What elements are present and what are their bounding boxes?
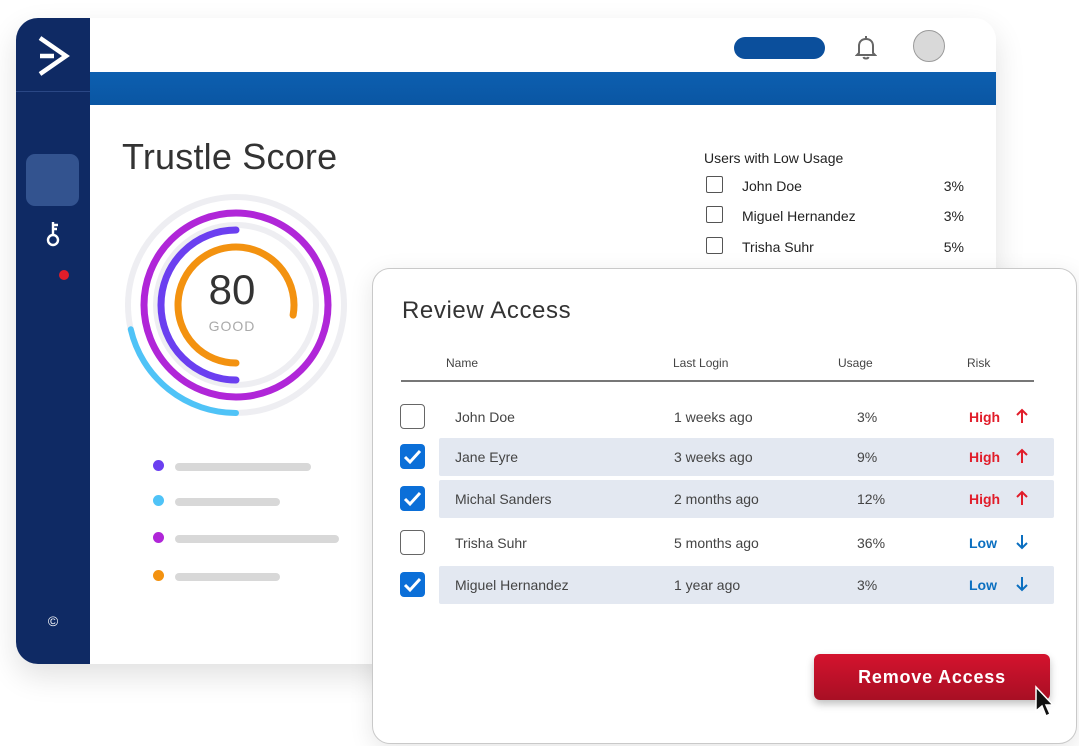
gauge-arc-orange bbox=[174, 243, 298, 367]
row-risk: High bbox=[969, 491, 1001, 507]
gauge-arc-violet bbox=[157, 226, 240, 384]
sidebar-divider bbox=[16, 91, 90, 92]
row-checkbox[interactable] bbox=[400, 404, 425, 429]
sidebar-item-dashboard[interactable] bbox=[26, 154, 79, 206]
row-last-login: 1 weeks ago bbox=[674, 409, 753, 425]
low-usage-name: Miguel Hernandez bbox=[742, 208, 856, 224]
row-checkbox[interactable] bbox=[400, 572, 425, 597]
legend-bar bbox=[175, 535, 339, 543]
low-usage-panel: Users with Low Usage John Doe 3% Miguel … bbox=[704, 150, 966, 255]
table-row[interactable]: Trisha Suhr 5 months ago 36% Low bbox=[439, 524, 1054, 562]
row-risk: Low bbox=[969, 577, 997, 593]
bell-icon[interactable] bbox=[855, 35, 877, 61]
header-band bbox=[90, 72, 996, 105]
gauge-track-inner bbox=[153, 222, 319, 388]
check-icon bbox=[403, 449, 422, 465]
legend-bar bbox=[175, 498, 280, 506]
arrow-down-icon bbox=[1016, 577, 1028, 592]
low-usage-pct: 3% bbox=[943, 178, 964, 194]
legend-dot bbox=[153, 532, 164, 543]
column-header-risk: Risk bbox=[967, 356, 991, 370]
row-usage: 3% bbox=[857, 577, 878, 593]
row-name: Trisha Suhr bbox=[455, 535, 527, 551]
low-usage-name: John Doe bbox=[742, 178, 802, 194]
row-last-login: 5 months ago bbox=[674, 535, 759, 551]
avatar[interactable] bbox=[913, 30, 945, 62]
column-header-usage: Usage bbox=[838, 356, 873, 370]
table-row[interactable]: Jane Eyre 3 weeks ago 9% High bbox=[439, 438, 1054, 476]
low-usage-checkbox[interactable] bbox=[706, 237, 723, 254]
check-icon bbox=[403, 491, 422, 507]
arrow-up-icon bbox=[1016, 408, 1028, 423]
score-value: 80 bbox=[208, 266, 256, 313]
review-access-card: Review Access Name Last Login Usage Risk… bbox=[372, 268, 1077, 744]
low-usage-pct: 3% bbox=[943, 208, 964, 224]
gauge-arc-outer bbox=[127, 326, 239, 416]
table-row[interactable]: John Doe 1 weeks ago 3% High bbox=[439, 398, 1054, 436]
review-title: Review Access bbox=[402, 297, 572, 324]
header-divider bbox=[401, 380, 1034, 382]
gauge-ring-purple bbox=[140, 209, 332, 401]
chevron-logo-icon[interactable] bbox=[36, 36, 70, 76]
row-checkbox[interactable] bbox=[400, 444, 425, 469]
arrow-down-icon bbox=[1016, 535, 1028, 550]
row-last-login: 1 year ago bbox=[674, 577, 741, 593]
row-last-login: 3 weeks ago bbox=[674, 449, 753, 465]
column-header-last-login: Last Login bbox=[673, 356, 729, 370]
table-row[interactable]: Miguel Hernandez 1 year ago 3% Low bbox=[439, 566, 1054, 604]
row-name: John Doe bbox=[455, 409, 515, 425]
legend-dot bbox=[153, 460, 164, 471]
notification-dot bbox=[59, 270, 69, 280]
low-usage-title: Users with Low Usage bbox=[704, 150, 844, 166]
row-name: Michal Sanders bbox=[455, 491, 552, 507]
sidebar: © bbox=[16, 18, 90, 664]
legend-dot bbox=[153, 570, 164, 581]
page-title: Trustle Score bbox=[122, 136, 338, 177]
row-name: Jane Eyre bbox=[455, 449, 519, 465]
arrow-up-icon bbox=[1016, 490, 1028, 505]
row-risk: High bbox=[969, 449, 1001, 465]
legend-bar bbox=[175, 573, 280, 581]
row-usage: 36% bbox=[857, 535, 886, 551]
remove-access-button[interactable]: Remove Access bbox=[814, 654, 1050, 700]
column-header-name: Name bbox=[446, 356, 479, 370]
copyright-icon: © bbox=[47, 613, 59, 629]
low-usage-row: John Doe 3% bbox=[706, 176, 964, 198]
legend-bar bbox=[175, 463, 311, 471]
row-usage: 9% bbox=[857, 449, 878, 465]
low-usage-row: Trisha Suhr 5% bbox=[706, 237, 964, 259]
row-usage: 12% bbox=[857, 491, 886, 507]
row-risk: High bbox=[969, 409, 1001, 425]
row-last-login: 2 months ago bbox=[674, 491, 759, 507]
row-risk: Low bbox=[969, 535, 997, 551]
row-name: Miguel Hernandez bbox=[455, 577, 569, 593]
legend-dot bbox=[153, 495, 164, 506]
table-row[interactable]: Michal Sanders 2 months ago 12% High bbox=[439, 480, 1054, 518]
low-usage-pct: 5% bbox=[943, 239, 964, 255]
arrow-up-icon bbox=[1016, 448, 1028, 463]
low-usage-checkbox[interactable] bbox=[706, 176, 723, 193]
cursor-icon bbox=[1035, 685, 1054, 718]
row-checkbox[interactable] bbox=[400, 530, 425, 555]
low-usage-checkbox[interactable] bbox=[706, 206, 723, 223]
check-icon bbox=[403, 577, 422, 593]
row-usage: 3% bbox=[857, 409, 878, 425]
low-usage-row: Miguel Hernandez 3% bbox=[706, 206, 964, 228]
top-bar bbox=[90, 18, 996, 72]
row-checkbox[interactable] bbox=[400, 486, 425, 511]
score-label: GOOD bbox=[208, 318, 256, 334]
top-action-button[interactable] bbox=[734, 37, 825, 59]
key-icon[interactable] bbox=[42, 218, 64, 248]
low-usage-name: Trisha Suhr bbox=[742, 239, 814, 255]
trustle-score-gauge bbox=[125, 194, 347, 416]
